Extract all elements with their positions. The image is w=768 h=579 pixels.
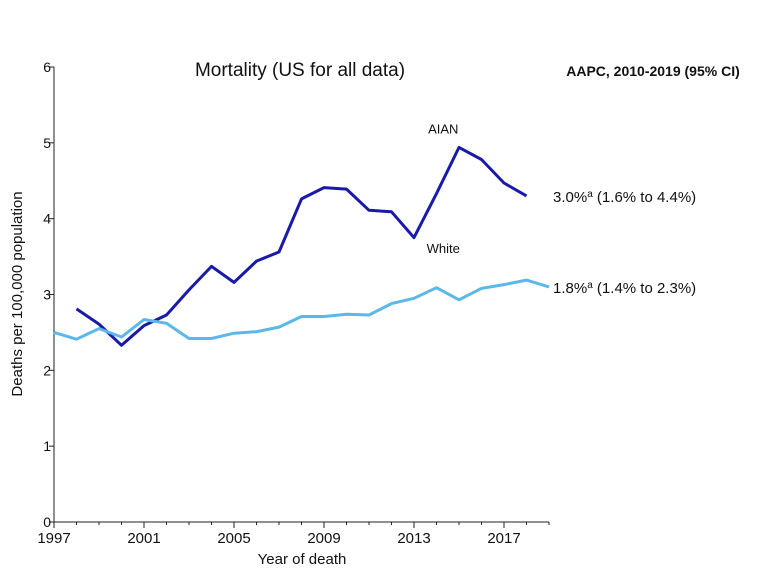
x-tick-label: 2017 <box>487 530 520 547</box>
axes: 0 1 2 3 4 5 6 1997 2001 2005 2009 2013 2017 <box>37 59 550 547</box>
x-tick-label: 2005 <box>217 530 250 547</box>
x-axis-label: Year of death <box>258 551 347 568</box>
y-tick-label: 3 <box>43 287 51 303</box>
x-tick-label: 1997 <box>37 530 70 547</box>
y-tick-label: 4 <box>43 211 51 227</box>
y-axis-label: Deaths per 100,000 population <box>9 191 26 396</box>
aapc-heading: AAPC, 2010-2019 (95% CI) <box>566 63 740 79</box>
x-tick-label: 2013 <box>397 530 430 547</box>
series-label-aian: AIAN <box>428 122 458 137</box>
x-tick-label: 2009 <box>307 530 340 547</box>
y-tick-label: 6 <box>43 59 51 75</box>
x-tick-label: 2001 <box>127 530 160 547</box>
y-tick-label: 0 <box>43 514 51 530</box>
y-tick-label: 1 <box>43 438 51 454</box>
series-line-white <box>53 278 550 341</box>
y-tick-label: 5 <box>43 135 51 151</box>
annotations: AIAN White 3.0%a (1.6% to 4.4%) 1.8%a (1.4%… <box>427 122 697 297</box>
chart-title: Mortality (US for all data) <box>195 60 405 81</box>
series-lines <box>53 145 550 347</box>
y-tick-label: 2 <box>43 362 51 378</box>
aapc-value-aian: 3.0%a (1.6% to 4.4%) <box>553 188 696 206</box>
series-label-white: White <box>427 241 460 256</box>
aapc-value-white: 1.8%a (1.4% to 2.3%) <box>553 279 696 297</box>
